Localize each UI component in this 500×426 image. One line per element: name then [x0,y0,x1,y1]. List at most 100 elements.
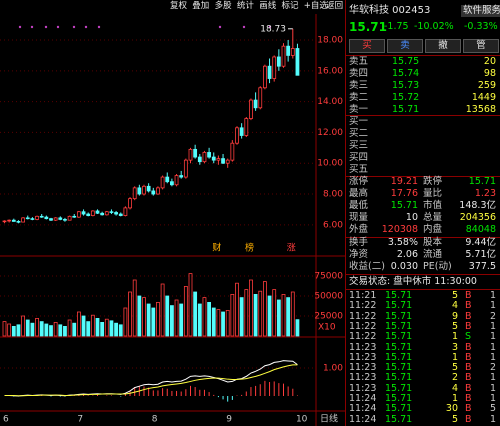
toolbar-button[interactable]: 叠加 [192,1,210,11]
separator [346,115,500,116]
candle-body [286,45,291,56]
x-tick-label: 8 [152,415,158,425]
stat-label: 流通 [423,249,443,260]
candle-body [258,87,263,109]
volume-bar [221,311,225,337]
trade-side: B [465,382,472,394]
trade-side: B [465,362,472,374]
stat-value: 3.58% [387,237,418,248]
volume-bar [239,297,244,337]
candle-body [77,211,81,218]
volume-bar [146,303,151,337]
volume-bar [295,319,300,337]
trade-button[interactable]: 卖 [387,39,423,53]
stat-value: 2.06 [396,249,418,260]
trade-side: B [465,403,472,415]
volume-bar [35,317,39,337]
ask-label: 卖三 [349,80,369,91]
trade-button[interactable]: 管 [463,39,499,53]
toolbar-button[interactable]: 标记 [281,1,299,11]
sector-pct: -0.33% [464,21,498,32]
sector-button[interactable]: 软件服务 [461,5,500,17]
trade-volume: 5 [451,290,458,301]
volume-bar [132,279,137,337]
volume-bar [2,321,7,337]
candle-body [239,127,244,136]
candle-body [128,198,132,209]
trade-side: B [465,372,472,384]
candle-body [249,99,253,119]
trade-count: 1 [489,382,496,394]
toolbar-button[interactable]: 复权 [170,1,188,11]
high-label: 18.73 [260,24,286,34]
ask-label: 卖四 [349,68,369,79]
candle-body [281,45,286,67]
volume-bar [235,282,239,337]
separator [346,274,500,275]
candle-body [188,148,193,161]
trade-time: 11:23 [349,341,377,353]
ask-price: 15.71 [392,104,420,115]
trade-price: 15.71 [385,341,413,353]
trade-count: 2 [489,362,496,374]
trade-count: 1 [489,331,496,343]
ask-price: 15.75 [392,56,420,67]
volume-bar [169,305,174,337]
trade-price: 15.71 [385,413,413,425]
bid-label: 买三 [349,140,369,151]
candle-body [202,152,207,163]
stat-label: 总量 [423,212,443,223]
y-tick-label: 50000 [314,292,343,302]
volume-bar [104,318,109,337]
candle-body [63,219,67,221]
candle-body [109,211,114,213]
volume-bar [7,323,12,337]
trade-price: 15.71 [385,310,413,322]
toolbar-button[interactable]: 多股 [214,1,232,11]
trade-button[interactable]: 买 [349,39,385,53]
trade-volume: 4 [451,382,458,394]
candle-body [160,176,165,189]
toolbar-button[interactable]: 统计 [236,1,254,11]
stat-value: 17.76 [390,188,418,199]
volume-bar [276,299,281,337]
volume-bar [272,289,277,337]
candle-body [58,217,63,220]
candle-body [225,159,230,164]
trade-time: 11:23 [349,362,377,374]
candle-body [123,207,128,216]
toolbar-button[interactable]: 返回 [326,1,344,11]
stat-value: 377.5 [468,261,496,272]
trade-volume: 9 [451,310,458,322]
stat-label: 最高 [349,188,369,199]
trade-time: 11:24 [349,413,377,425]
trade-price: 15.71 [385,331,413,343]
candle-body [253,99,258,109]
volume-bar [77,311,81,337]
volume-bar [118,324,123,337]
stat-value: 204356 [459,212,496,223]
trade-price: 15.71 [385,382,413,394]
bid-label: 买二 [349,128,369,139]
trade-count: 1 [489,300,496,312]
bid-label: 买五 [349,164,369,175]
stat-label: 外盘 [349,224,369,235]
volume-bar [25,319,30,337]
trade-button[interactable]: 撤 [425,39,461,53]
trade-volume: 5 [451,320,458,332]
trade-status: 交易状态: 盘中休市 11:30:00 [349,276,477,287]
toolbar-button[interactable]: +自选 [303,1,328,11]
stat-label: 涨停 [349,176,369,187]
trade-count: 1 [489,393,496,404]
volume-bar [151,307,156,337]
candle-body [104,211,109,216]
change-pct: -10.02% [414,21,454,32]
volume-bar [207,301,212,337]
trade-time: 11:24 [349,403,377,415]
candle-body [53,217,58,221]
trade-time: 11:23 [349,372,377,384]
candle-body [165,176,170,183]
ask-price: 15.74 [392,68,420,79]
volume-bar [95,317,100,337]
toolbar-button[interactable]: 画线 [259,1,277,11]
